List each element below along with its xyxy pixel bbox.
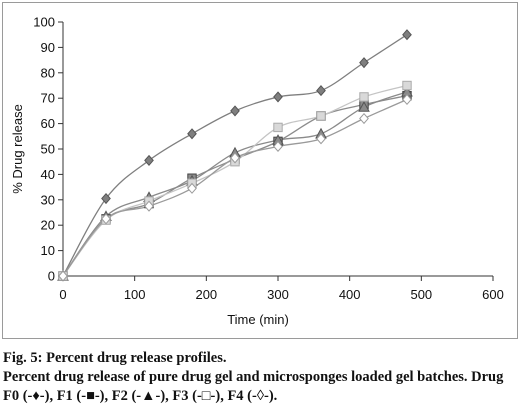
release-chart: 0 10 20 30 40 50 60 70 80 90 100 0 100 200 300 400 500 60… bbox=[10, 15, 504, 328]
x-axis-label: Time (min) bbox=[227, 312, 289, 327]
y-tick-label: 40 bbox=[41, 167, 55, 182]
y-tick-label: 60 bbox=[41, 116, 55, 131]
y-tick-label: 80 bbox=[41, 65, 55, 80]
data-point-f0 bbox=[402, 29, 412, 41]
data-point-f0 bbox=[273, 91, 283, 103]
y-tick-label: 10 bbox=[41, 243, 55, 258]
x-tick-label: 0 bbox=[59, 287, 66, 302]
data-point-f0 bbox=[101, 192, 111, 205]
y-tick-label: 20 bbox=[41, 218, 55, 233]
data-point-f4 bbox=[316, 133, 326, 145]
x-tick-label: 200 bbox=[195, 287, 217, 302]
data-point-f0 bbox=[144, 154, 154, 166]
data-point-f3 bbox=[402, 80, 412, 91]
y-tick-label: 30 bbox=[41, 192, 55, 207]
data-point-f4 bbox=[273, 140, 283, 153]
figure-caption: Fig. 5: Percent drug release profiles. P… bbox=[3, 349, 521, 406]
x-tick-label: 100 bbox=[124, 287, 146, 302]
data-point-f3 bbox=[359, 92, 369, 102]
data-point-f0 bbox=[230, 105, 240, 117]
caption-title: Fig. 5: Percent drug release profiles. bbox=[3, 350, 227, 366]
x-tick-label: 600 bbox=[482, 287, 504, 302]
x-tick-label: 300 bbox=[267, 287, 289, 302]
data-point-f3 bbox=[273, 122, 283, 133]
data-point-f4 bbox=[230, 152, 240, 164]
data-point-f4 bbox=[144, 200, 154, 212]
data-point-f0 bbox=[316, 85, 326, 97]
data-point-f2 bbox=[358, 101, 370, 112]
caption-text: Percent drug release of pure drug gel an… bbox=[3, 369, 504, 404]
y-tick-label: 90 bbox=[41, 40, 55, 55]
data-point-f0 bbox=[187, 128, 197, 140]
data-point-f4 bbox=[359, 112, 369, 125]
data-point-f4 bbox=[101, 213, 111, 225]
chart-frame: 0 10 20 30 40 50 60 70 80 90 100 0 100 200 300 400 500 60… bbox=[2, 2, 518, 339]
data-point-f4 bbox=[187, 182, 197, 194]
series-line-f2 bbox=[62, 91, 408, 277]
y-tick-label: 0 bbox=[48, 269, 55, 284]
data-point-f3 bbox=[316, 111, 326, 121]
y-tick-label: 70 bbox=[41, 91, 55, 106]
x-tick-label: 400 bbox=[339, 287, 361, 302]
y-tick-label: 100 bbox=[33, 15, 55, 30]
data-point-f4 bbox=[58, 270, 68, 282]
data-point-f0 bbox=[359, 57, 369, 69]
y-axis-label: % Drug release bbox=[10, 104, 25, 194]
y-tick-label: 50 bbox=[41, 142, 55, 157]
data-point-f4 bbox=[402, 93, 412, 106]
x-tick-label: 500 bbox=[410, 287, 432, 302]
